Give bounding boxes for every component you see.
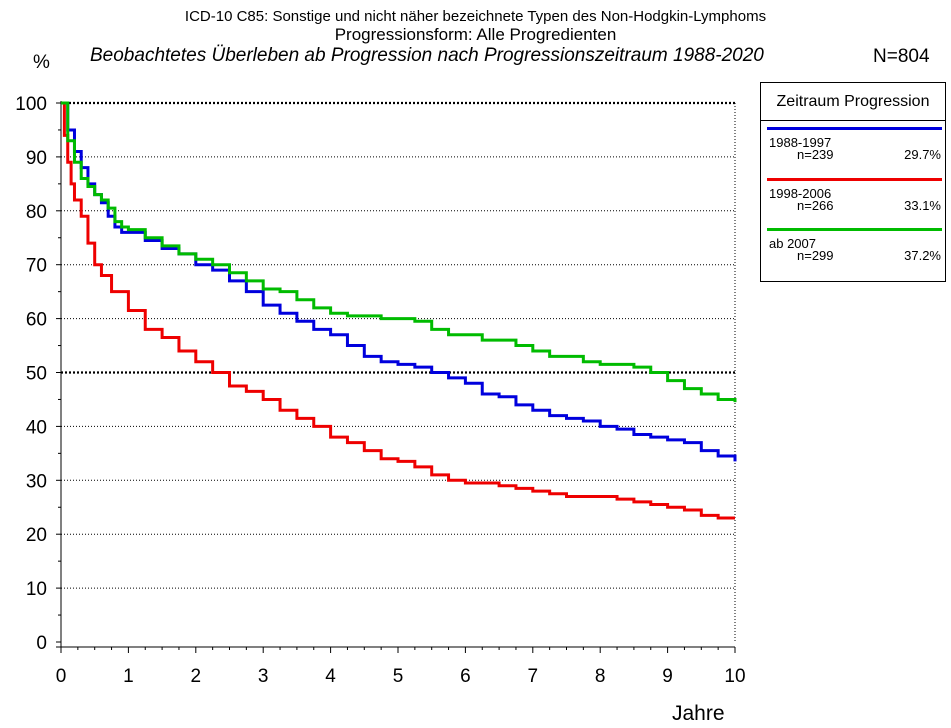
y-tick-label-0: 0: [36, 633, 47, 654]
legend-period: 1988-1997: [769, 135, 832, 150]
legend-pct: 37.2%: [904, 248, 941, 263]
legend-pct: 29.7%: [904, 147, 941, 162]
x-tick-label-9: 9: [662, 666, 673, 687]
legend-swatch: [767, 127, 942, 130]
legend-item-1998-2006: 1998-2006 n=266 33.1%: [767, 178, 942, 228]
gridlines: [61, 101, 736, 642]
legend-n: n=239: [797, 147, 834, 162]
y-tick-label-10: 10: [26, 579, 47, 600]
series-line-1998-2006: [61, 101, 735, 520]
x-tick-label-2: 2: [191, 666, 202, 687]
y-axis-label: %: [33, 52, 50, 73]
chart-subtitle: Beobachtetes Überleben ab Progression na…: [90, 45, 764, 66]
legend-title: Zeitraum Progression: [761, 83, 945, 121]
chart-title-line1: ICD-10 C85: Sonstige und nicht näher bez…: [184, 8, 767, 25]
legend-period: 1998-2006: [769, 186, 832, 201]
x-axis-label: Jahre: [672, 702, 725, 725]
y-tick-label-20: 20: [26, 525, 47, 546]
x-tick-label-7: 7: [528, 666, 539, 687]
y-tick-label-70: 70: [26, 256, 47, 277]
axes: 0 10 20 30 40 50 60 70 80 90 100 0 1 2 3 4 5 6 7 8 9 10: [15, 94, 745, 687]
x-tick-label-0: 0: [56, 666, 67, 687]
legend-swatch: [767, 178, 942, 181]
x-tick-label-10: 10: [724, 666, 745, 687]
chart-title-line2: Progressionsform: Alle Progredienten: [334, 25, 617, 44]
legend-pct: 33.1%: [904, 198, 941, 213]
y-tick-label-100: 100: [15, 94, 47, 115]
y-tick-label-40: 40: [26, 417, 47, 438]
legend-item-ab-2007: ab 2007 n=299 37.2%: [767, 228, 942, 278]
total-count-label: N=804: [873, 46, 930, 67]
x-tick-label-3: 3: [258, 666, 269, 687]
x-tick-label-4: 4: [325, 666, 336, 687]
y-tick-label-60: 60: [26, 310, 47, 331]
legend: Zeitraum Progression 1988-1997 n=239 29.…: [760, 82, 946, 282]
y-tick-label-30: 30: [26, 471, 47, 492]
legend-n: n=299: [797, 248, 834, 263]
series-line-ab 2007: [61, 101, 737, 403]
x-tick-label-1: 1: [123, 666, 134, 687]
x-tick-label-5: 5: [393, 666, 404, 687]
x-tick-label-8: 8: [595, 666, 606, 687]
legend-swatch: [767, 228, 942, 231]
series-lines: [61, 101, 737, 520]
y-tick-label-50: 50: [26, 364, 47, 385]
y-tick-label-80: 80: [26, 202, 47, 223]
legend-period: ab 2007: [769, 236, 816, 251]
legend-n: n=266: [797, 198, 834, 213]
legend-item-1988-1997: 1988-1997 n=239 29.7%: [767, 127, 942, 177]
y-tick-label-90: 90: [26, 148, 47, 169]
x-tick-label-6: 6: [460, 666, 471, 687]
